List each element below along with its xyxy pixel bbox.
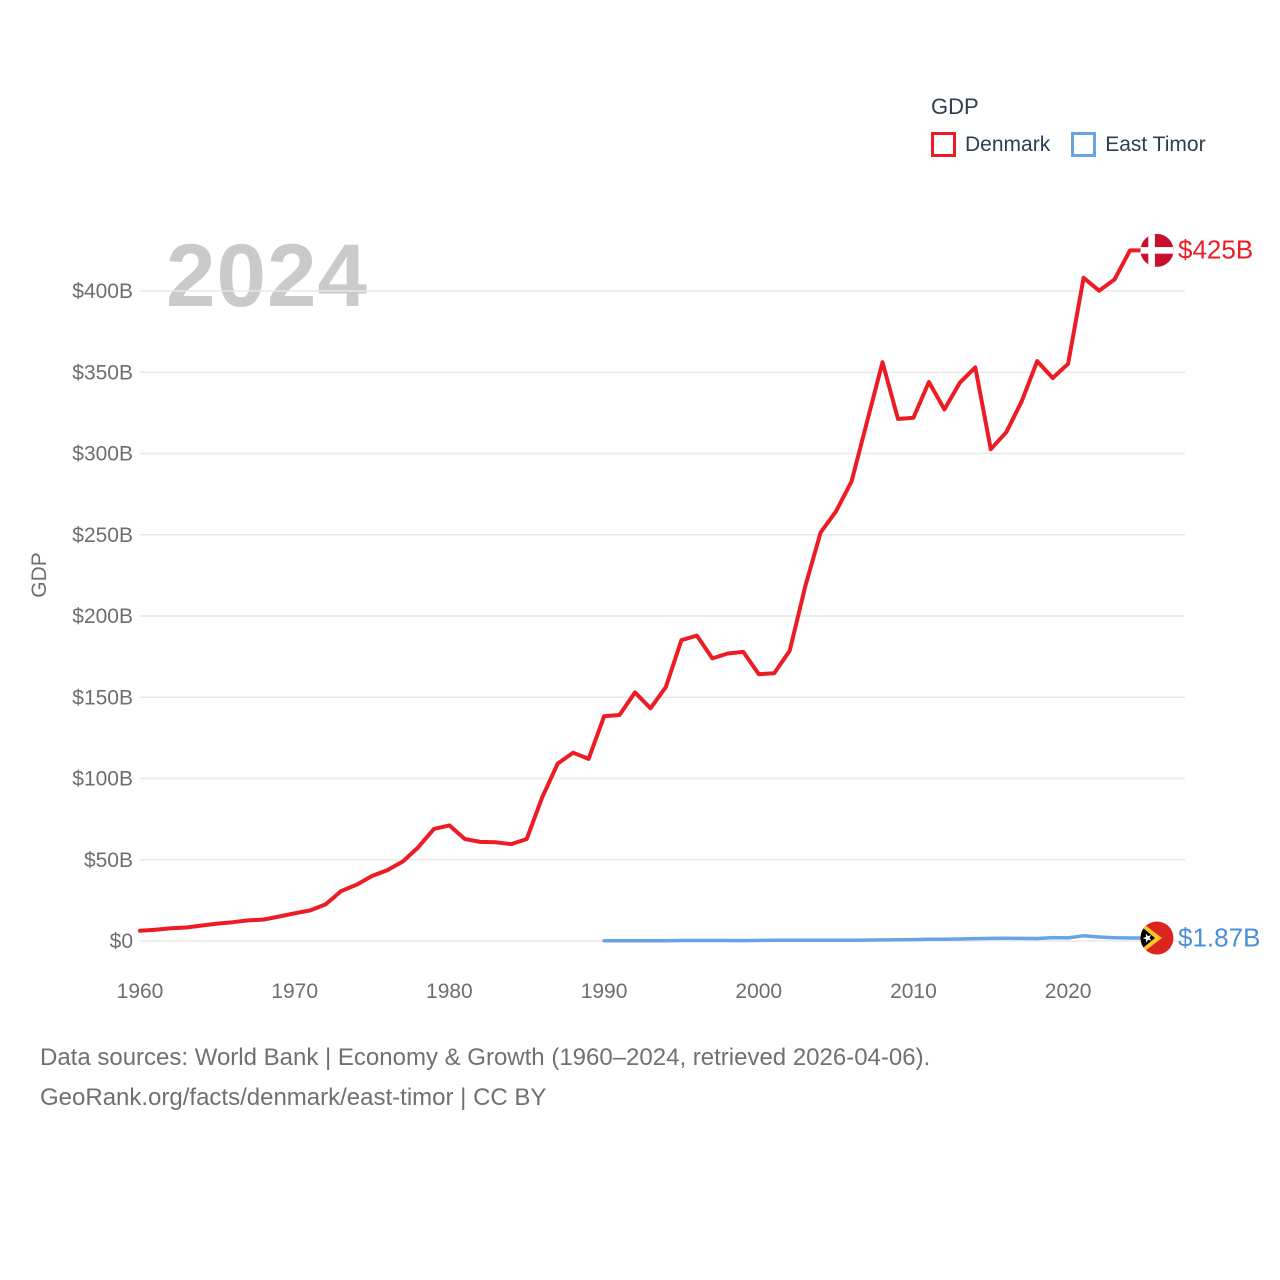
gridlines xyxy=(140,290,1185,942)
x-tick-label: 2020 xyxy=(1045,980,1092,1003)
y-tick-label: $350B xyxy=(72,361,133,384)
x-tick-label: 2010 xyxy=(890,980,937,1003)
east-timor-swatch-icon xyxy=(1071,132,1097,157)
gdp-line-chart: $0 $50B $100B $150B $200B $250B $300B $350B $400… xyxy=(28,233,1185,1003)
y-tick-label: $400B xyxy=(72,280,133,303)
denmark-swatch-icon xyxy=(931,132,956,157)
x-axis-tick-labels: 1960 1970 1980 1990 2000 2010 2020 xyxy=(117,980,1092,1003)
east-timor-value-label: $1.87B xyxy=(1178,922,1261,953)
denmark-flag-icon xyxy=(1140,233,1174,267)
y-tick-label: $100B xyxy=(72,768,133,791)
x-tick-label: 2000 xyxy=(735,980,782,1003)
x-tick-label: 1970 xyxy=(271,980,318,1003)
y-tick-label: $50B xyxy=(84,849,133,872)
legend-title: GDP xyxy=(931,94,979,119)
x-tick-label: 1990 xyxy=(581,980,628,1003)
x-tick-label: 1960 xyxy=(117,980,164,1003)
east-timor-flag-icon xyxy=(1140,921,1174,955)
footer-attribution-line: GeoRank.org/facts/denmark/east-timor | C… xyxy=(40,1084,547,1111)
legend-item-east-timor[interactable]: East Timor xyxy=(1071,132,1206,157)
legend-label-denmark: Denmark xyxy=(965,132,1051,156)
watermark-year: 2024 xyxy=(166,225,368,325)
denmark-series-line[interactable] xyxy=(138,248,1143,933)
legend-item-denmark[interactable]: Denmark xyxy=(931,132,1050,157)
y-axis-tick-labels: $0 $50B $100B $150B $200B $250B $300B $350B $400… xyxy=(72,280,133,953)
y-axis-title: GDP xyxy=(28,552,51,598)
chart-legend: GDP Denmark East Timor xyxy=(931,94,1206,157)
data-sources-footer: Data sources: World Bank | Economy & Gro… xyxy=(40,1038,930,1118)
footer-sources-line: Data sources: World Bank | Economy & Gro… xyxy=(40,1044,931,1071)
y-tick-label: $200B xyxy=(72,605,133,628)
legend-label-east-timor: East Timor xyxy=(1105,132,1206,156)
series-lines xyxy=(138,248,1143,943)
y-tick-label: $0 xyxy=(110,930,133,953)
legend-items: Denmark East Timor xyxy=(931,132,1206,157)
denmark-value-label: $425B xyxy=(1178,234,1254,265)
y-tick-label: $250B xyxy=(72,524,133,547)
y-tick-label: $150B xyxy=(72,686,133,709)
y-tick-label: $300B xyxy=(72,443,133,466)
x-tick-label: 1980 xyxy=(426,980,473,1003)
east-timor-series-line[interactable] xyxy=(602,934,1143,943)
